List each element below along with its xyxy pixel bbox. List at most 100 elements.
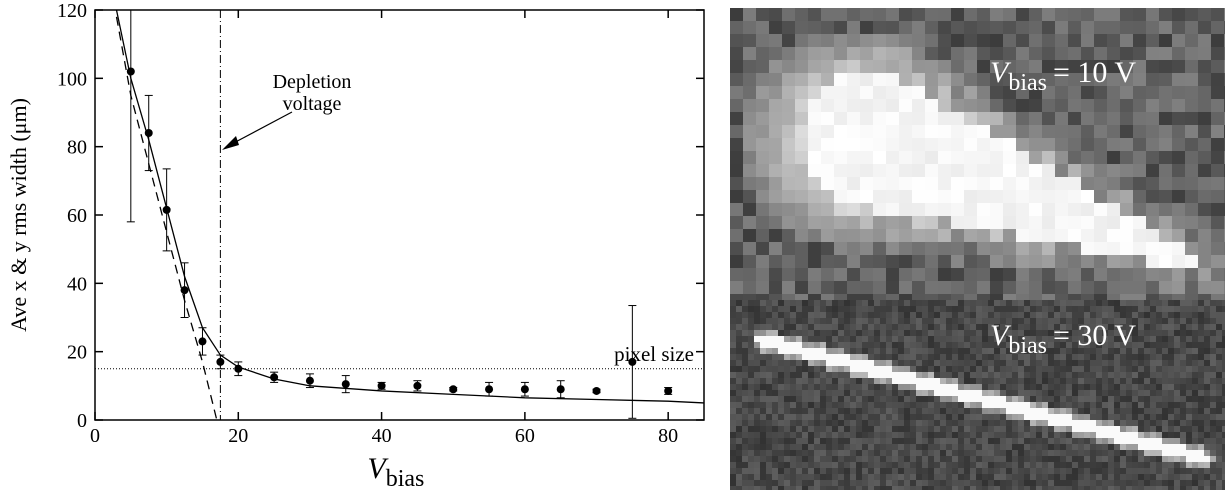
image-pixel	[1036, 420, 1042, 426]
image-pixel	[904, 366, 910, 372]
image-pixel	[838, 342, 844, 348]
image-pixel	[938, 203, 951, 216]
image-pixel	[873, 177, 886, 190]
image-pixel	[886, 468, 892, 474]
image-pixel	[1029, 203, 1042, 216]
image-pixel	[821, 229, 834, 242]
image-pixel	[1090, 486, 1096, 490]
image-pixel	[808, 480, 814, 486]
image-pixel	[1162, 480, 1168, 486]
image-pixel	[1159, 203, 1172, 216]
image-pixel	[814, 462, 820, 468]
image-pixel	[856, 360, 862, 366]
image-pixel	[1096, 444, 1102, 450]
image-pixel	[743, 21, 756, 34]
image-pixel	[1198, 300, 1204, 306]
image-pixel	[916, 420, 922, 426]
image-pixel	[802, 462, 808, 468]
image-pixel	[1066, 390, 1072, 396]
image-pixel	[1146, 177, 1159, 190]
image-pixel	[1210, 444, 1216, 450]
image-pixel	[886, 47, 899, 60]
image-pixel	[977, 86, 990, 99]
image-pixel	[1102, 414, 1108, 420]
image-pixel	[856, 420, 862, 426]
image-pixel	[748, 462, 754, 468]
image-pixel	[742, 366, 748, 372]
image-pixel	[1084, 360, 1090, 366]
image-pixel	[958, 456, 964, 462]
image-pixel	[1042, 456, 1048, 462]
image-pixel	[922, 318, 928, 324]
image-pixel	[1096, 426, 1102, 432]
image-pixel	[912, 229, 925, 242]
image-pixel	[796, 372, 802, 378]
image-pixel	[964, 242, 977, 255]
image-pixel	[808, 8, 821, 21]
image-pixel	[899, 112, 912, 125]
image-pixel	[1185, 34, 1198, 47]
image-pixel	[928, 462, 934, 468]
image-pixel	[1198, 360, 1204, 366]
image-pixel	[1210, 456, 1216, 462]
image-pixel	[964, 372, 970, 378]
image-pixel	[742, 432, 748, 438]
image-pixel	[892, 360, 898, 366]
image-pixel	[1144, 390, 1150, 396]
image-pixel	[834, 242, 847, 255]
image-pixel	[760, 426, 766, 432]
image-pixel	[1150, 378, 1156, 384]
image-pixel	[988, 426, 994, 432]
image-pixel	[1042, 151, 1055, 164]
image-pixel	[802, 408, 808, 414]
image-pixel	[850, 444, 856, 450]
image-pixel	[1068, 255, 1081, 268]
image-pixel	[1216, 456, 1222, 462]
image-pixel	[820, 378, 826, 384]
image-pixel	[860, 112, 873, 125]
image-pixel	[892, 390, 898, 396]
y-tick-label: 120	[57, 0, 87, 22]
image-pixel	[868, 312, 874, 318]
image-pixel	[928, 438, 934, 444]
image-pixel	[742, 402, 748, 408]
image-pixel	[832, 372, 838, 378]
image-pixel	[832, 342, 838, 348]
image-pixel	[1000, 486, 1006, 490]
image-pixel	[862, 378, 868, 384]
image-pixel	[766, 444, 772, 450]
image-pixel	[756, 125, 769, 138]
image-pixel	[1042, 8, 1055, 21]
image-pixel	[940, 354, 946, 360]
image-pixel	[1120, 177, 1133, 190]
image-pixel	[769, 34, 782, 47]
image-pixel	[1036, 444, 1042, 450]
image-pixel	[1108, 390, 1114, 396]
image-pixel	[772, 486, 778, 490]
image-pixel	[1078, 480, 1084, 486]
image-pixel	[862, 438, 868, 444]
image-pixel	[1174, 432, 1180, 438]
image-pixel	[742, 384, 748, 390]
image-pixel	[1216, 312, 1222, 318]
image-pixel	[1090, 366, 1096, 372]
image-pixel	[1162, 372, 1168, 378]
image-pixel	[790, 414, 796, 420]
image-pixel	[1029, 138, 1042, 151]
image-pixel	[1138, 306, 1144, 312]
image-pixel	[1000, 438, 1006, 444]
image-pixel	[1192, 432, 1198, 438]
image-pixel	[796, 306, 802, 312]
image-pixel	[820, 450, 826, 456]
image-pixel	[790, 426, 796, 432]
image-pixel	[1198, 432, 1204, 438]
image-pixel	[922, 474, 928, 480]
image-pixel	[847, 268, 860, 281]
image-pixel	[1066, 378, 1072, 384]
image-pixel	[892, 348, 898, 354]
image-pixel	[916, 378, 922, 384]
image-pixel	[1018, 372, 1024, 378]
image-pixel	[925, 138, 938, 151]
image-pixel	[976, 396, 982, 402]
image-pixel	[1042, 420, 1048, 426]
